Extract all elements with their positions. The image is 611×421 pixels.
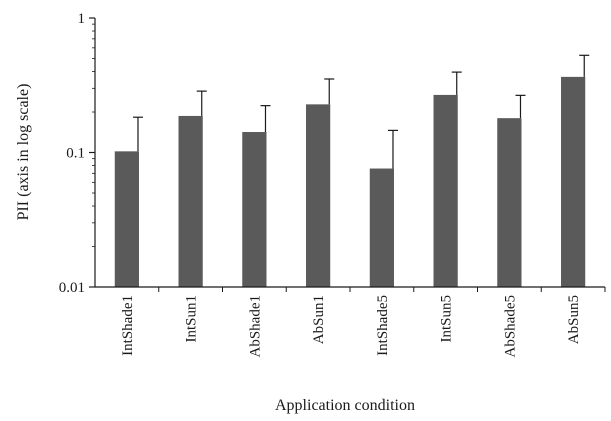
bar-IntSun1 xyxy=(178,115,203,287)
bar-IntSun5 xyxy=(433,94,458,288)
x-tick-label-IntSun5: IntSun5 xyxy=(439,295,455,343)
x-ticks-layer: IntShade1 IntSun1 AbShade1 AbSun1 IntShade5 I… xyxy=(120,287,606,358)
x-axis-title: Application condition xyxy=(275,397,415,414)
x-tick-label-IntShade1: IntShade1 xyxy=(120,295,136,356)
y-tick-label: 0.01 xyxy=(59,280,85,296)
x-tick-label-IntShade5: IntShade5 xyxy=(375,295,391,356)
x-tick-label-AbShade5: AbShade5 xyxy=(502,295,518,358)
bars-layer xyxy=(114,76,586,288)
y-axis-title: PII (axis in log scale) xyxy=(15,84,32,221)
bar-IntShade1 xyxy=(114,151,139,287)
bar-AbSun5 xyxy=(561,76,586,287)
bar-AbShade5 xyxy=(497,118,522,287)
x-tick-label-AbSun5: AbSun5 xyxy=(566,295,582,344)
y-ticks-layer: 0.01 0.1 1 xyxy=(59,11,95,296)
y-tick-label: 1 xyxy=(78,11,86,27)
x-tick-label-IntSun1: IntSun1 xyxy=(184,295,200,343)
error-bars-layer xyxy=(132,54,590,169)
bar-IntShade5 xyxy=(369,168,394,287)
x-tick-label-AbShade1: AbShade1 xyxy=(247,295,263,358)
y-tick-label: 0.1 xyxy=(66,146,85,162)
bar-AbShade1 xyxy=(242,132,267,287)
x-tick-label-AbSun1: AbSun1 xyxy=(311,295,327,344)
bar-AbSun1 xyxy=(306,104,331,288)
